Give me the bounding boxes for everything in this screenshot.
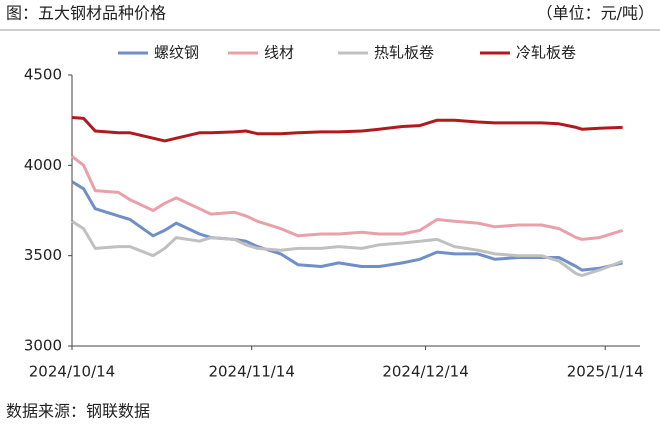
x-tick-label: 2024/11/14 bbox=[208, 363, 294, 381]
x-tick-label: 2024/10/14 bbox=[29, 363, 115, 381]
legend-label: 线材 bbox=[264, 44, 294, 62]
y-tick-label: 4000 bbox=[24, 156, 62, 174]
y-tick-label: 4500 bbox=[24, 66, 62, 84]
legend-label: 螺纹钢 bbox=[154, 44, 199, 62]
unit-label: （单位：元/吨） bbox=[537, 4, 654, 23]
series-line bbox=[71, 155, 624, 241]
x-tick-label: 2025/1/14 bbox=[567, 363, 644, 381]
y-tick-label: 3500 bbox=[24, 246, 62, 264]
legend-label: 热轧板卷 bbox=[374, 44, 434, 62]
series-line bbox=[71, 180, 623, 272]
x-tick-label: 2024/12/14 bbox=[382, 363, 468, 381]
y-tick-label: 3000 bbox=[24, 337, 62, 355]
legend-label: 冷轧板卷 bbox=[516, 44, 576, 62]
source-note: 数据来源：钢联数据 bbox=[6, 402, 150, 421]
chart-title: 图：五大钢材品种价格 bbox=[6, 4, 166, 23]
series-line bbox=[71, 220, 624, 277]
series-line bbox=[71, 116, 623, 143]
